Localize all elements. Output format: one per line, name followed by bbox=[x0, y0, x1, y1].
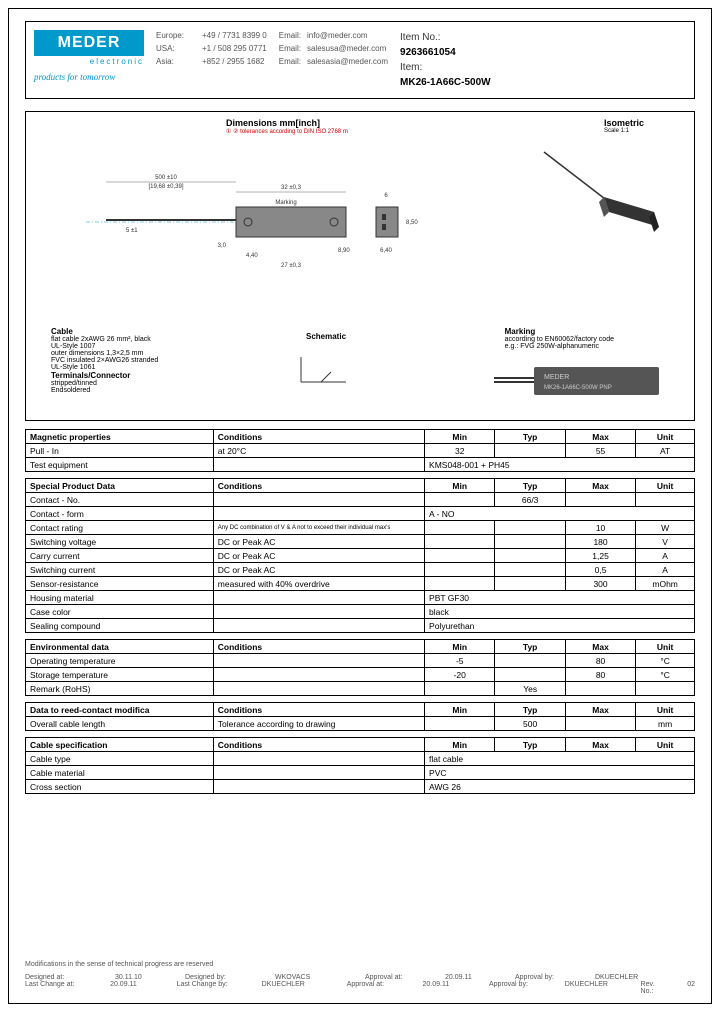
contact-phones: Europe: +49 / 7731 8399 0 USA: +1 / 508 29… bbox=[156, 30, 267, 90]
schematic-symbol bbox=[296, 347, 356, 387]
logo: MEDER bbox=[34, 30, 144, 56]
email-label: Email: bbox=[279, 56, 301, 69]
svg-text:27 ±0,3: 27 ±0,3 bbox=[281, 263, 302, 269]
isometric-title: Isometric Scale 1:1 bbox=[604, 118, 644, 134]
svg-text:4,40: 4,40 bbox=[246, 253, 258, 259]
svg-text:500 ±10: 500 ±10 bbox=[155, 175, 177, 181]
environmental-table: Environmental dataConditionsMinTypMaxUni… bbox=[25, 639, 695, 696]
cable-spec-text: Cable flat cable 2xAWG 26 mm², black UL-… bbox=[51, 327, 158, 394]
svg-text:32 ±0,3: 32 ±0,3 bbox=[281, 185, 302, 191]
email-label: Email: bbox=[279, 30, 301, 43]
svg-text:6,40: 6,40 bbox=[380, 248, 392, 254]
contact-region: Asia: bbox=[156, 56, 196, 69]
drawing-area: Dimensions mm[inch] ① ② tolerances accor… bbox=[25, 111, 695, 421]
svg-text:[19,68 ±0,39]: [19,68 ±0,39] bbox=[149, 184, 184, 190]
cable-table: Cable specificationConditionsMinTypMaxUn… bbox=[25, 737, 695, 794]
svg-text:6: 6 bbox=[384, 193, 388, 199]
orthographic-drawing: Marking 500 ±10 [19,68 ±0,39] 32 ±0,3 8,… bbox=[86, 152, 446, 292]
slogan: products for tomorrow bbox=[34, 72, 144, 82]
logo-block: MEDER electronic products for tomorrow bbox=[34, 30, 144, 90]
marking-text: Marking according to EN60062/factory cod… bbox=[505, 327, 614, 350]
footer-row-1: Designed at: 30.11.10 Designed by: WKOVA… bbox=[25, 974, 695, 981]
logo-subtitle: electronic bbox=[34, 57, 144, 66]
email: info@meder.com bbox=[307, 30, 368, 43]
svg-text:8,50: 8,50 bbox=[406, 220, 418, 226]
marking-product-image: MEDER MK26-1A66C-500W PNP bbox=[494, 362, 664, 402]
item-label: Item: bbox=[400, 60, 491, 75]
item-info: Item No.: 9263661054 Item: MK26-1A66C-50… bbox=[400, 30, 491, 90]
svg-text:MK26-1A66C-500W PNP: MK26-1A66C-500W PNP bbox=[544, 385, 612, 391]
contact-phone: +49 / 7731 8399 0 bbox=[202, 30, 267, 43]
dimensions-title: Dimensions mm[inch] ① ② tolerances accor… bbox=[226, 118, 348, 135]
contact-region: Europe: bbox=[156, 30, 196, 43]
footer-note: Modifications in the sense of technical … bbox=[25, 961, 695, 968]
datasheet-page: MEDER electronic products for tomorrow E… bbox=[8, 8, 712, 1004]
svg-text:3,0: 3,0 bbox=[218, 243, 227, 249]
special-table: Special Product DataConditionsMinTypMaxU… bbox=[25, 478, 695, 633]
svg-text:MEDER: MEDER bbox=[544, 374, 569, 381]
email-label: Email: bbox=[279, 43, 301, 56]
header: MEDER electronic products for tomorrow E… bbox=[25, 21, 695, 99]
svg-text:Marking: Marking bbox=[275, 200, 296, 206]
footer: Modifications in the sense of technical … bbox=[25, 961, 695, 995]
schematic-title: Schematic bbox=[306, 332, 346, 341]
footer-row-2: Last Change at: 20.09.11 Last Change by:… bbox=[25, 981, 695, 995]
item-no-label: Item No.: bbox=[400, 30, 491, 45]
contact-phone: +852 / 2955 1682 bbox=[202, 56, 265, 69]
contact-region: USA: bbox=[156, 43, 196, 56]
isometric-drawing bbox=[534, 142, 674, 242]
svg-text:5 ±1: 5 ±1 bbox=[126, 228, 138, 234]
contact-emails: Email: info@meder.com Email: salesusa@mede… bbox=[279, 30, 388, 90]
item-name: MK26-1A66C-500W bbox=[400, 75, 491, 90]
magnetic-table: Magnetic propertiesConditionsMinTypMaxUn… bbox=[25, 429, 695, 472]
item-no: 9263661054 bbox=[400, 45, 491, 60]
contact-phone: +1 / 508 295 0771 bbox=[202, 43, 267, 56]
email: salesusa@meder.com bbox=[307, 43, 386, 56]
email: salesasia@meder.com bbox=[307, 56, 388, 69]
reed-table: Data to reed-contact modificaConditionsM… bbox=[25, 702, 695, 731]
svg-text:8,90: 8,90 bbox=[338, 248, 350, 254]
